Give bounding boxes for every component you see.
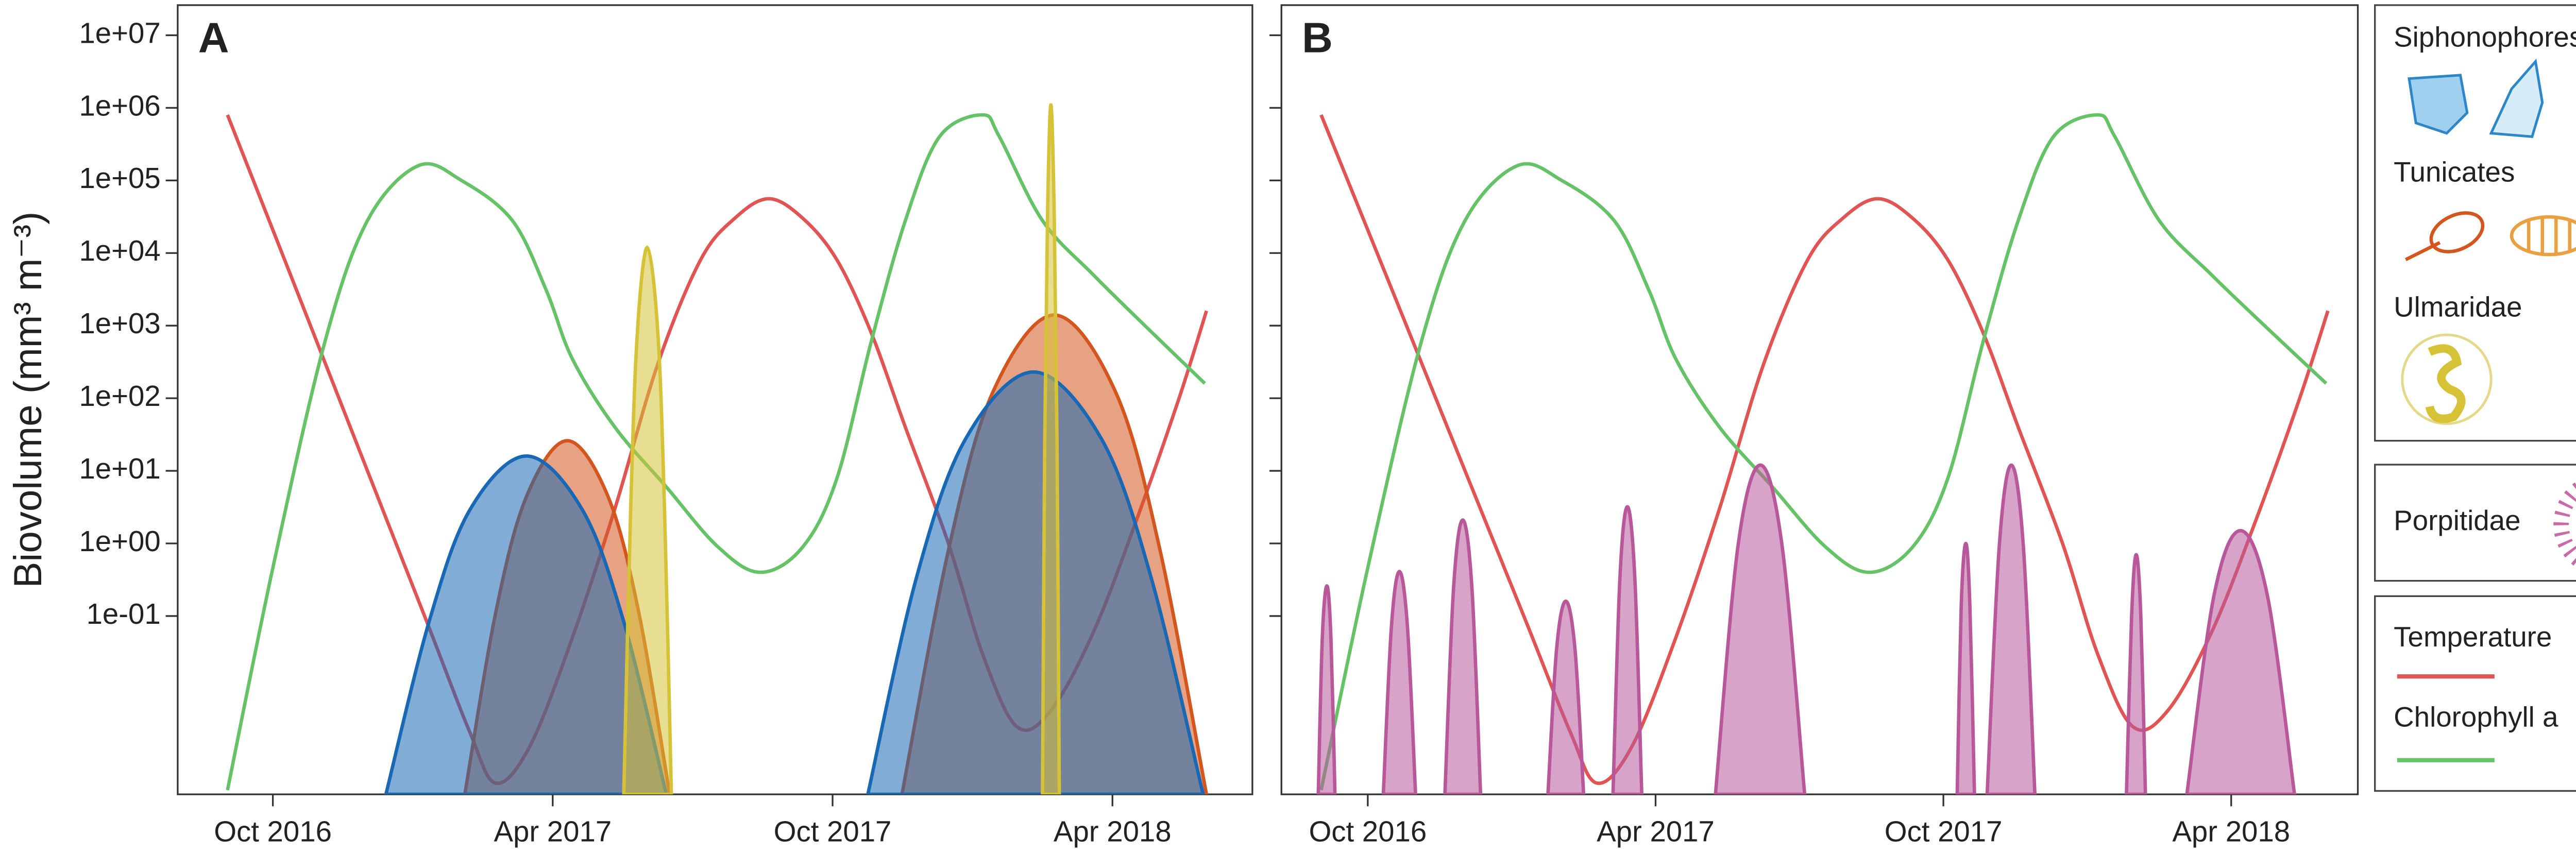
icon-shape (2401, 333, 2493, 425)
y-tick-label: 1e+04 (79, 234, 160, 267)
legend-label: Ulmaridae (2394, 291, 2522, 323)
icon-shape (2489, 58, 2544, 138)
legend-box (2374, 4, 2576, 442)
panel: A 1e+07 1e+06 1e+05 1e+04 1e+03 1e+02 1e+01 1e+0… (79, 4, 1253, 847)
siphonophore-icon (2408, 58, 2544, 138)
icon-shape (2408, 74, 2469, 135)
y-tick-label: 1e+03 (79, 307, 160, 339)
icon-shape (2510, 215, 2576, 257)
x-tick-label: Oct 2017 (774, 815, 892, 847)
legend-box (2374, 595, 2576, 792)
icon-shape (2404, 241, 2441, 262)
plot-area (1316, 113, 2330, 795)
icon-shape (2429, 211, 2485, 253)
icon-shape (2527, 217, 2572, 255)
y-tick-label: 1e+01 (79, 452, 160, 485)
icon-shape (2425, 344, 2466, 423)
line (1319, 114, 2330, 786)
legend-label: Siphonophores (2394, 21, 2576, 53)
x-tick-label: Apr 2018 (2172, 815, 2290, 847)
porpitidae-icon (2553, 481, 2576, 568)
panel-label: B (1302, 14, 1333, 62)
y-tick-label: 1e+02 (79, 380, 160, 412)
y-tick-label: 1e+00 (79, 525, 160, 557)
area (1316, 463, 2296, 795)
line (1319, 113, 2328, 791)
y-axis-label: Biovolume (mm³ m⁻³) (6, 212, 50, 588)
x-tick-label: Apr 2017 (1597, 815, 1715, 847)
tunicate-icon (2404, 211, 2576, 262)
panel: B Oct 2016 Apr 2017 Oct 2017 Apr 2018 (1269, 4, 2359, 847)
plots: A 1e+07 1e+06 1e+05 1e+04 1e+03 1e+02 1e+01 1e+0… (79, 4, 2359, 847)
panel-label: A (198, 14, 229, 62)
icon-shape (2553, 481, 2576, 568)
x-tick-label: Oct 2016 (214, 815, 332, 847)
area (622, 103, 1061, 795)
legend-label: Porpitidae (2394, 504, 2520, 536)
x-tick-label: Oct 2017 (1885, 815, 2003, 847)
y-tick-label: 1e+06 (79, 89, 160, 122)
x-tick-label: Apr 2018 (1054, 815, 1172, 847)
y-tick-label: 1e-01 (87, 598, 161, 630)
y-tick-label: 1e+05 (79, 162, 160, 194)
legend: Siphonophores Tunicates Ulmaridae Porpit… (2374, 4, 2576, 792)
line (226, 113, 1206, 791)
x-tick-label: Apr 2017 (494, 815, 612, 847)
legend-label: Chlorophyll a (2394, 701, 2558, 733)
plot-frame (1280, 4, 2359, 795)
y-tick-label: 1e+07 (79, 16, 160, 49)
ulmaridae-icon (2401, 333, 2493, 425)
legend-label: Tunicates (2394, 156, 2515, 188)
plot-area (226, 103, 1209, 795)
x-tick-label: Oct 2016 (1309, 815, 1427, 847)
legend-box (2374, 464, 2576, 582)
legend-label: Temperature (2394, 621, 2552, 653)
